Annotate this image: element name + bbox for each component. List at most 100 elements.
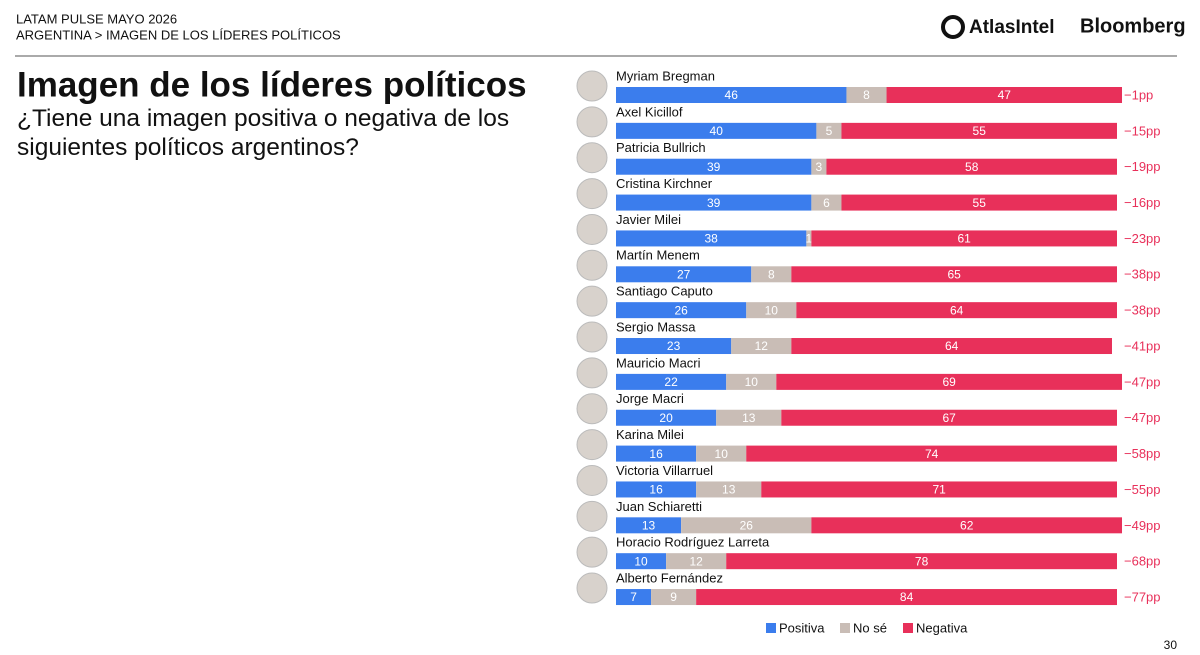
bar-segment: [826, 158, 1117, 175]
bar-segment: [746, 445, 1117, 462]
bar-segment: [776, 373, 1123, 390]
bar-segment: [616, 87, 847, 103]
bar-segment: [791, 338, 1112, 355]
avatar: [576, 70, 608, 102]
value-label: 8: [863, 88, 870, 102]
value-label: 64: [945, 339, 959, 353]
value-label: 1: [806, 232, 813, 246]
avatar: [576, 321, 608, 353]
value-label: 62: [960, 518, 974, 532]
net-label: −38pp: [1124, 267, 1161, 282]
bar-segment: [651, 589, 697, 606]
value-label: 9: [670, 590, 677, 604]
bar-segment: [726, 373, 777, 390]
avatar: [576, 285, 608, 317]
bar-segment: [841, 194, 1117, 211]
value-label: 39: [707, 160, 721, 174]
avatar: [576, 106, 608, 138]
value-label: 5: [826, 124, 833, 138]
bar-segment: [846, 87, 887, 103]
legend-swatch: [840, 623, 850, 633]
net-label: −77pp: [1124, 589, 1161, 604]
bar-segment: [716, 409, 782, 426]
net-label: −38pp: [1124, 303, 1161, 318]
subtitle-box: ¿Tiene una imagen positiva o negativa de…: [17, 105, 510, 161]
value-label: 16: [649, 447, 663, 461]
bar-segment: [616, 338, 732, 355]
value-label: 55: [973, 196, 987, 210]
category-label: Martín Menem: [616, 248, 700, 263]
value-label: 78: [915, 554, 929, 568]
legend-label: Negativa: [916, 620, 968, 635]
avatar: [576, 429, 608, 461]
bar-segment: [616, 481, 697, 498]
bar-segment: [616, 266, 752, 283]
avatar: [576, 464, 608, 496]
bar-segment: [751, 266, 792, 283]
bar-segment: [696, 589, 1117, 606]
bar-segment: [616, 517, 682, 534]
value-label: 3: [816, 160, 823, 174]
value-label: 10: [765, 303, 779, 317]
net-label: −47pp: [1124, 374, 1161, 389]
net-label: −41pp: [1124, 338, 1161, 353]
net-label: −58pp: [1124, 446, 1161, 461]
category-label: Horacio Rodríguez Larreta: [616, 535, 770, 550]
bar-segment: [616, 445, 697, 462]
legend-label: No sé: [853, 620, 887, 635]
value-label: 39: [707, 196, 721, 210]
value-label: 22: [664, 375, 678, 389]
category-label: Jorge Macri: [616, 391, 684, 406]
value-label: 65: [947, 267, 961, 281]
bar-segment: [841, 122, 1117, 139]
atlas-logo-icon: [941, 15, 965, 39]
bar-segment: [726, 553, 1117, 570]
breadcrumb: ARGENTINA > IMAGEN DE LOS LÍDERES POLÍTI…: [16, 27, 341, 42]
category-label: Axel Kicillof: [616, 104, 683, 119]
bar-segment: [796, 302, 1117, 319]
category-label: Juan Schiaretti: [616, 499, 702, 514]
net-label: −68pp: [1124, 554, 1161, 569]
value-label: 47: [998, 88, 1012, 102]
chart-subtitle: ¿Tiene una imagen positiva o negativa de…: [17, 105, 510, 161]
value-label: 10: [745, 375, 759, 389]
bar-segment: [616, 230, 807, 247]
avatar: [576, 572, 608, 604]
net-label: −19pp: [1124, 159, 1161, 174]
avatar: [576, 213, 608, 245]
bar-segment: [616, 373, 727, 390]
avatar: [576, 178, 608, 210]
category-label: Patricia Bullrich: [616, 140, 706, 155]
value-label: 12: [755, 339, 769, 353]
net-label: −15pp: [1124, 123, 1161, 138]
category-label: Myriam Bregman: [616, 68, 715, 83]
net-label: −47pp: [1124, 410, 1161, 425]
bar-segment: [811, 230, 1117, 247]
avatar: [576, 500, 608, 532]
net-label: −1pp: [1124, 87, 1153, 102]
page-number: 30: [1164, 638, 1178, 652]
bar-segment: [616, 122, 817, 139]
category-label: Santiago Caputo: [616, 284, 713, 299]
bar-segment: [616, 158, 812, 175]
value-label: 12: [689, 554, 703, 568]
bar-segment: [696, 445, 747, 462]
bar-segment: [616, 302, 747, 319]
value-label: 74: [925, 447, 939, 461]
value-label: 84: [900, 590, 914, 604]
avatar: [576, 536, 608, 568]
value-label: 67: [942, 411, 956, 425]
value-label: 40: [710, 124, 724, 138]
bar-segment: [746, 302, 797, 319]
bar-segment: [811, 517, 1123, 534]
bar-segment: [616, 409, 717, 426]
net-label: −16pp: [1124, 195, 1161, 210]
brand: Bloomberg: [1080, 15, 1186, 37]
kicker: LATAM PULSE MAYO 2026: [16, 11, 177, 26]
avatar: [576, 357, 608, 389]
value-label: 64: [950, 303, 964, 317]
value-label: 13: [642, 518, 656, 532]
bar-segment: [811, 194, 842, 211]
brand: AtlasIntel: [969, 17, 1055, 38]
